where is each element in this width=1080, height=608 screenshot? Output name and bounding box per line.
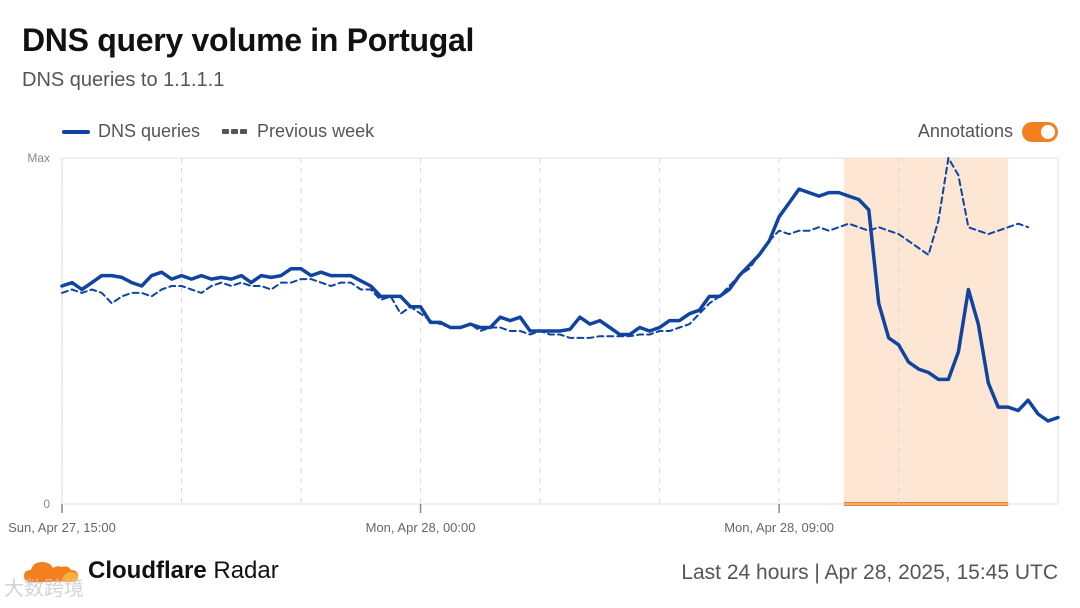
legend-solid-swatch [62,129,90,134]
series-line-dns-queries [60,187,1060,423]
x-tick-label: Mon, Apr 28, 00:00 [366,520,476,535]
cloudflare-radar-brand: Cloudflare Radar [22,556,279,586]
annotations-toggle[interactable] [1022,121,1058,142]
brand-name: Cloudflare Radar [88,557,279,584]
legend-label-previous-week: Previous week [257,121,375,141]
legend-label-dns-queries: DNS queries [98,121,201,141]
chart-title: DNS query volume in Portugal [22,22,475,58]
timestamp-label: Last 24 hours | Apr 28, 2025, 15:45 UTC [681,561,1058,584]
y-tick-label: Max [27,151,50,165]
cloud-logo-icon [24,562,78,582]
annotations-label: Annotations [917,121,1013,141]
toggle-knob [1041,124,1055,139]
chart-legend: DNS queries Previous week [62,121,396,142]
legend-dashed-swatch [222,129,249,134]
y-tick-label: 0 [43,497,50,511]
legend-item-previous-week[interactable]: Previous week [222,121,374,142]
x-tick-label: Sun, Apr 27, 15:00 [8,520,116,535]
annotations-toggle-group: Annotations [918,121,1058,142]
x-tick-label: Mon, Apr 28, 09:00 [724,520,834,535]
legend-item-dns-queries[interactable]: DNS queries [62,121,200,142]
watermark: 大数跨境 [4,578,84,600]
chart-subtitle: DNS queries to 1.1.1.1 [22,69,225,91]
